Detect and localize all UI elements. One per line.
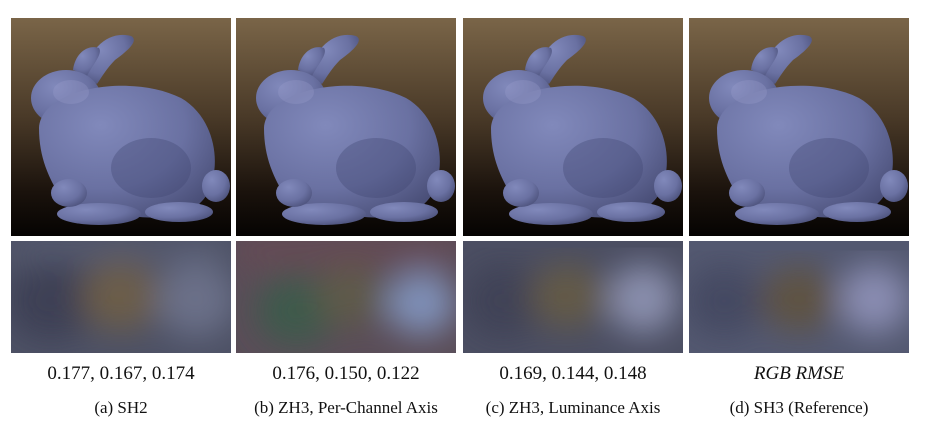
panel-sh3-reference: RGB RMSE (d) SH3 (Reference) — [689, 0, 909, 436]
rmse-values: 0.177, 0.167, 0.174 — [47, 363, 195, 384]
irradiance-probe-image — [236, 241, 456, 353]
rmse-label: RGB RMSE — [753, 363, 845, 384]
panel-caption: (c) ZH3, Luminance Axis — [485, 398, 661, 417]
panel-caption: (b) ZH3, Per-Channel Axis — [254, 398, 438, 417]
irradiance-probe-image — [689, 241, 909, 353]
bunny-render — [463, 18, 683, 236]
panel-sh2: 0.177, 0.167, 0.174 (a) SH2 — [11, 0, 231, 436]
panel-zh3-luminance: 0.169, 0.144, 0.148 (c) ZH3, Luminance A… — [463, 0, 683, 436]
irradiance-probe-image — [11, 241, 231, 353]
panel-caption: (a) SH2 — [94, 398, 148, 417]
bunny-render — [689, 18, 909, 236]
rmse-values: 0.176, 0.150, 0.122 — [272, 363, 420, 384]
bunny-render — [236, 18, 456, 236]
panel-caption: (d) SH3 (Reference) — [729, 398, 869, 417]
panel-zh3-per-channel: 0.176, 0.150, 0.122 (b) ZH3, Per-Channel… — [236, 0, 456, 436]
bunny-render — [11, 18, 231, 236]
rmse-values: 0.169, 0.144, 0.148 — [499, 363, 647, 384]
irradiance-probe-image — [463, 241, 683, 353]
